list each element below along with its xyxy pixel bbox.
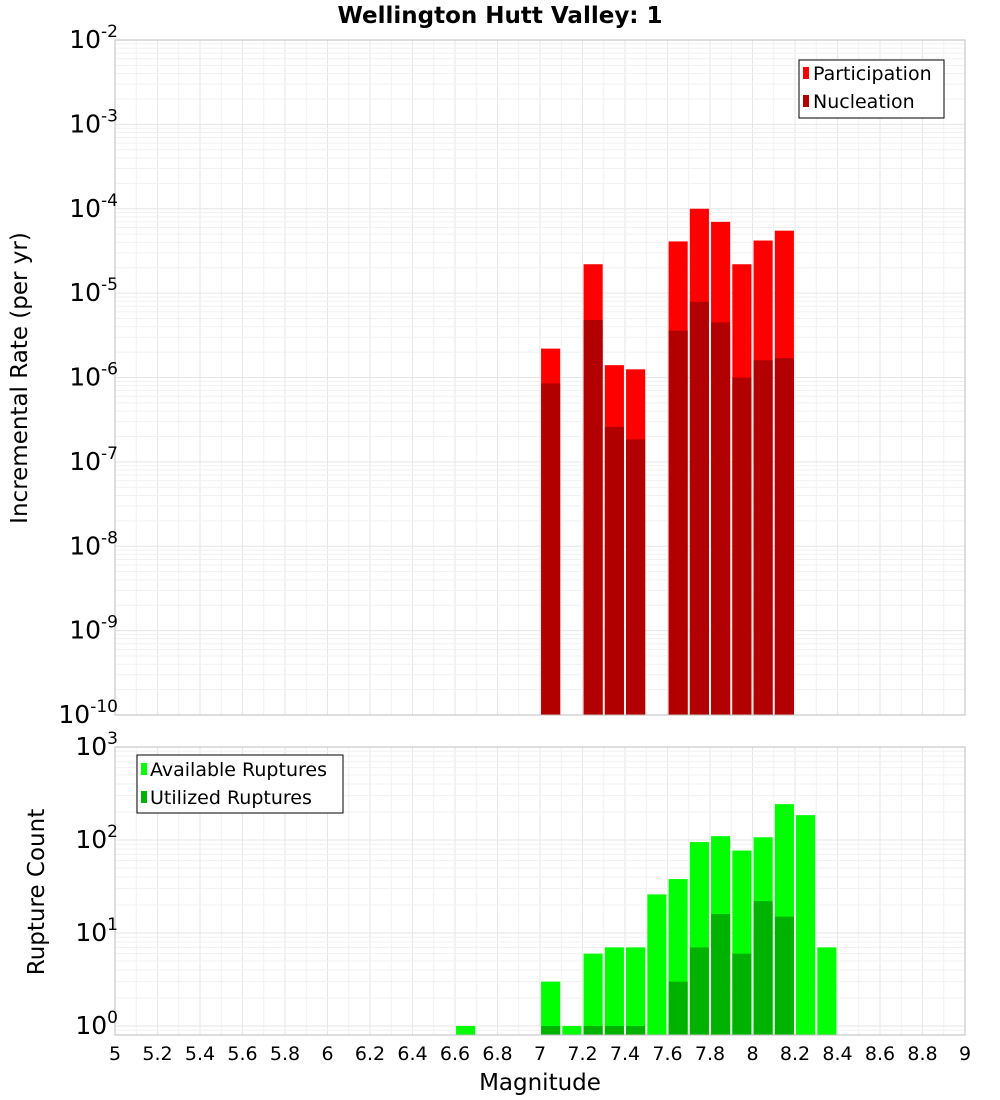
count-bar-b	[753, 901, 773, 1035]
count-bar-a	[796, 815, 816, 1035]
count-bar-b	[732, 953, 752, 1035]
rate-panel: 10-10 10-9 10-8 10-7 10-6 10-5 10-4 10-3 10-2 In…	[7, 22, 966, 729]
count-bar-a	[583, 953, 603, 1035]
rate-bar-b	[626, 439, 646, 715]
rate-bar-b	[583, 320, 603, 715]
count-bar-a	[541, 981, 561, 1035]
x-tick-label: 5.4	[185, 1043, 215, 1065]
rate-y-tick-label: 10-3	[69, 106, 118, 138]
count-bar-a	[626, 947, 646, 1035]
rate-y-ticks: 10-10 10-9 10-8 10-7 10-6 10-5 10-4 10-3 10-2	[58, 22, 118, 729]
count-legend: Available Ruptures Utilized Ruptures	[136, 754, 344, 814]
count-y-ticks: 100 101 102 103	[75, 729, 118, 1040]
available-legend-label: Available Ruptures	[150, 759, 327, 781]
magnitude-x-ticks: 5 5.2 5.4 5.6 5.8 6 6.2 6.4 6.6 6.8 7 7.2 7.4 7.6 7.8 8…	[109, 1043, 971, 1065]
rate-y-tick-label: 10-2	[69, 22, 118, 54]
count-bar-b	[626, 1025, 646, 1035]
rate-bar-b	[668, 330, 688, 715]
rate-bar-b	[732, 377, 752, 715]
participation-legend-swatch	[803, 67, 809, 79]
count-panel: 100 101 102 103 5 5.2 5.4 5.6 5.8 6 6.2 6.4 6.6 6.8 7…	[24, 729, 971, 1096]
rate-bar-b	[774, 358, 794, 715]
x-tick-label: 6.2	[355, 1043, 385, 1065]
rate-y-tick-label: 10-10	[58, 697, 118, 729]
rate-y-tick-label: 10-6	[69, 360, 118, 392]
count-plot-frame	[114, 746, 966, 1036]
count-bar-b	[711, 914, 731, 1035]
x-tick-label: 9	[959, 1043, 971, 1065]
x-axis-label: Magnitude	[479, 1070, 601, 1096]
chart-title: Wellington Hutt Valley: 1	[337, 3, 662, 29]
rate-legend: Participation Nucleation	[798, 59, 945, 119]
rate-y-axis-label: Incremental Rate (per yr)	[7, 232, 33, 524]
utilized-legend-label: Utilized Ruptures	[150, 787, 312, 809]
count-grid	[114, 746, 966, 1036]
count-bar-b	[604, 1025, 624, 1035]
count-bar-b	[668, 981, 688, 1035]
x-tick-label: 6	[321, 1043, 333, 1065]
participation-legend-label: Participation	[813, 63, 932, 85]
count-bars	[456, 804, 837, 1035]
utilized-legend-swatch	[141, 791, 147, 803]
x-tick-label: 6.4	[397, 1043, 427, 1065]
count-bar-a	[562, 1025, 582, 1035]
rate-bar-b	[541, 383, 561, 715]
count-bar-b	[689, 947, 709, 1035]
nucleation-legend-label: Nucleation	[813, 91, 915, 113]
rate-y-tick-label: 10-5	[69, 275, 118, 307]
x-tick-label: 7.8	[695, 1043, 725, 1065]
nucleation-legend-swatch	[803, 95, 809, 107]
rate-y-tick-label: 10-9	[69, 613, 118, 645]
x-tick-label: 8.4	[822, 1043, 852, 1065]
count-bar-b	[583, 1025, 603, 1035]
x-tick-label: 5	[109, 1043, 121, 1065]
x-tick-label: 7.2	[567, 1043, 597, 1065]
x-tick-label: 7.4	[610, 1043, 640, 1065]
count-legend-box	[136, 754, 344, 814]
rate-bar-b	[689, 301, 709, 715]
rate-y-tick-label: 10-8	[69, 528, 118, 560]
x-tick-label: 7	[534, 1043, 546, 1065]
count-y-tick-label: 101	[75, 915, 118, 947]
x-tick-label: 8	[746, 1043, 758, 1065]
count-bar-b	[541, 1025, 561, 1035]
count-y-tick-label: 102	[75, 822, 118, 854]
rate-bar-b	[753, 360, 773, 715]
count-y-tick-label: 103	[75, 729, 118, 761]
x-tick-label: 7.6	[652, 1043, 682, 1065]
rate-y-tick-label: 10-4	[69, 191, 118, 223]
count-bar-b	[774, 916, 794, 1035]
rate-plot-frame	[114, 39, 966, 716]
x-tick-label: 6.8	[482, 1043, 512, 1065]
rate-bar-b	[711, 322, 731, 715]
x-tick-label: 8.6	[865, 1043, 895, 1065]
count-bar-a	[604, 947, 624, 1035]
count-y-tick-label: 100	[75, 1008, 118, 1040]
x-tick-label: 8.8	[907, 1043, 937, 1065]
count-bar-a	[817, 947, 837, 1035]
rate-bar-b	[604, 426, 624, 715]
x-tick-label: 5.2	[142, 1043, 172, 1065]
count-bar-a	[647, 894, 667, 1035]
x-tick-label: 6.6	[440, 1043, 470, 1065]
rate-grid	[114, 39, 966, 716]
rate-y-tick-label: 10-7	[69, 444, 118, 476]
rate-bars	[541, 208, 794, 716]
rate-legend-box	[798, 59, 945, 119]
count-y-axis-label: Rupture Count	[24, 809, 50, 975]
available-legend-swatch	[141, 763, 147, 775]
x-tick-label: 8.2	[780, 1043, 810, 1065]
count-bar-a	[456, 1025, 476, 1035]
x-tick-label: 5.8	[270, 1043, 300, 1065]
x-tick-label: 5.6	[227, 1043, 257, 1065]
